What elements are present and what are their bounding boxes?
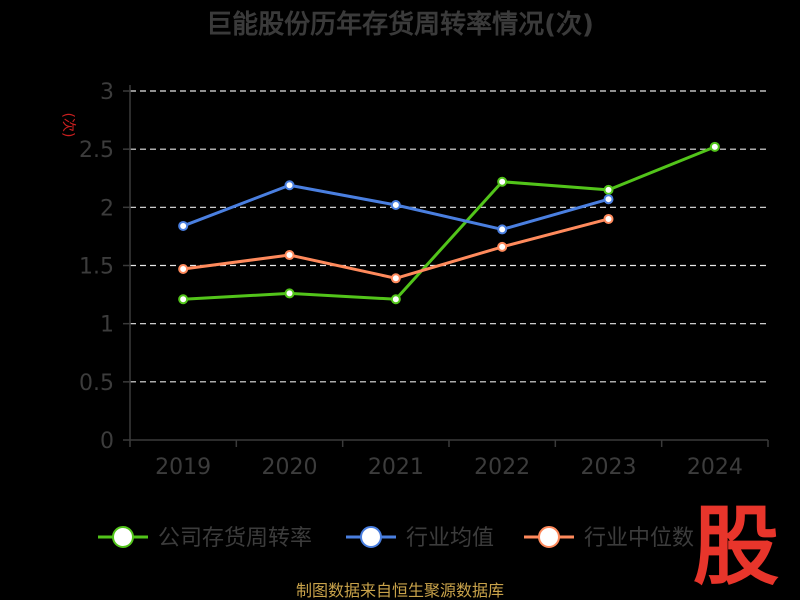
data-point bbox=[605, 195, 613, 203]
data-point bbox=[286, 181, 294, 189]
data-point bbox=[179, 222, 187, 230]
y-tick-labels: 0 0.5 1 1.5 2 2.5 3 bbox=[79, 80, 114, 454]
data-point bbox=[711, 143, 719, 151]
legend-marker bbox=[539, 527, 559, 547]
x-tick-label: 2021 bbox=[368, 455, 424, 480]
grid-lines bbox=[130, 91, 768, 382]
y-tick-label: 1.5 bbox=[79, 255, 114, 280]
legend-label: 公司存货周转率 bbox=[158, 526, 312, 551]
x-tick-label: 2020 bbox=[262, 455, 318, 480]
y-tick-label: 0.5 bbox=[79, 371, 114, 396]
legend-item-2[interactable]: 行业均值 bbox=[346, 526, 494, 551]
data-point bbox=[605, 186, 613, 194]
legend-marker bbox=[113, 527, 133, 547]
legend-label: 行业均值 bbox=[406, 526, 494, 551]
data-point bbox=[498, 243, 506, 251]
x-tick-label: 2024 bbox=[687, 455, 743, 480]
y-tick-label: 1 bbox=[100, 313, 114, 338]
y-axis-unit: (次) bbox=[60, 113, 76, 138]
data-point bbox=[392, 295, 400, 303]
legend-label: 行业中位数 bbox=[584, 526, 694, 551]
series-3 bbox=[179, 215, 612, 282]
x-tick-label: 2019 bbox=[155, 455, 211, 480]
y-tick-label: 0 bbox=[100, 429, 114, 454]
series-1 bbox=[179, 143, 719, 303]
source-footer: 制图数据来自恒生聚源数据库 bbox=[296, 581, 504, 600]
data-point bbox=[392, 274, 400, 282]
series-lines bbox=[179, 143, 719, 303]
series-line bbox=[183, 219, 608, 278]
data-point bbox=[179, 265, 187, 273]
data-point bbox=[498, 178, 506, 186]
legend-item-1[interactable]: 公司存货周转率 bbox=[98, 526, 312, 551]
x-tick-label: 2022 bbox=[474, 455, 530, 480]
data-point bbox=[286, 289, 294, 297]
data-point bbox=[179, 295, 187, 303]
watermark-logo: 股 bbox=[693, 497, 779, 597]
chart-title: 巨能股份历年存货周转率情况(次) bbox=[206, 9, 594, 40]
legend-item-3[interactable]: 行业中位数 bbox=[524, 526, 694, 551]
y-tick-label: 2 bbox=[100, 196, 114, 221]
x-tick-label: 2023 bbox=[581, 455, 637, 480]
legend[interactable]: 公司存货周转率 行业均值 行业中位数 bbox=[98, 526, 694, 551]
y-tick-label: 3 bbox=[100, 80, 114, 105]
x-tick-labels: 2019 2020 2021 2022 2023 2024 bbox=[155, 455, 743, 480]
data-point bbox=[392, 201, 400, 209]
series-line bbox=[183, 147, 715, 299]
data-point bbox=[605, 215, 613, 223]
legend-marker bbox=[361, 527, 381, 547]
data-point bbox=[286, 251, 294, 259]
y-tick-label: 2.5 bbox=[79, 138, 114, 163]
data-point bbox=[498, 225, 506, 233]
